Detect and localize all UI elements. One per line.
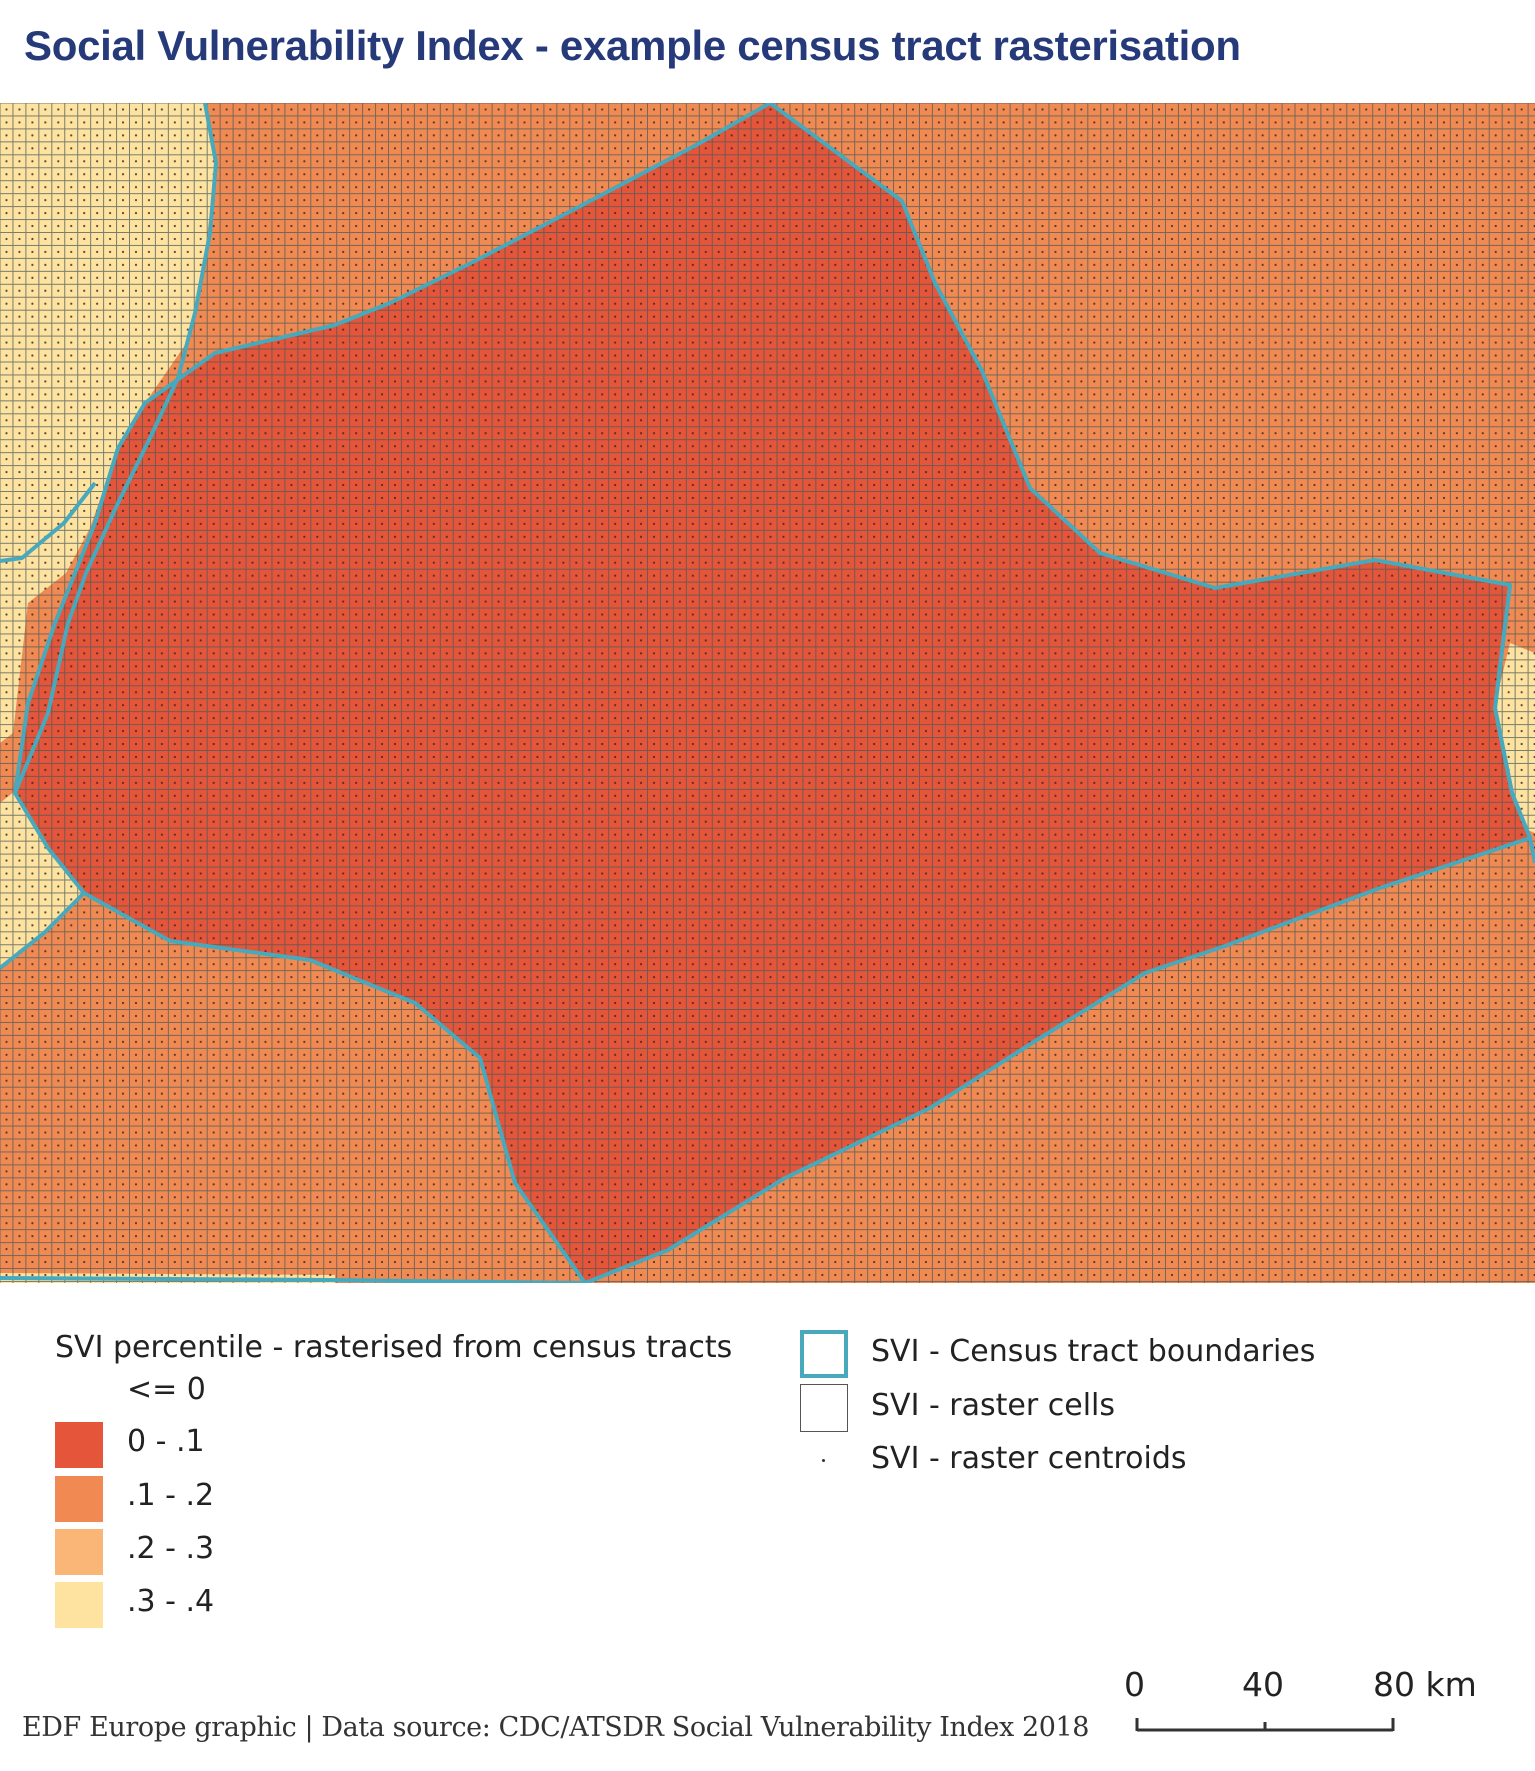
raster-cells-grid <box>0 103 1535 1283</box>
neighbour-tract-boundary-northwest <box>13 103 218 794</box>
scale-label-0: 0 <box>1124 1665 1145 1704</box>
legend-swatch <box>55 1422 103 1468</box>
legend-label: .1 - .2 <box>127 1478 215 1513</box>
legend-swatch <box>55 1529 103 1575</box>
scale-label-80: 80 km <box>1373 1665 1477 1704</box>
legend-label: SVI - raster centroids <box>871 1441 1187 1476</box>
neighbour-tract-boundary-west <box>0 481 97 563</box>
legend-label: .2 - .3 <box>127 1531 215 1566</box>
legend-swatch <box>55 1476 103 1522</box>
scale-bar: 0 40 80 km <box>1110 1665 1530 1755</box>
neighbour-tract-boundary-southwest <box>0 891 86 970</box>
legend-label: SVI - Census tract boundaries <box>871 1334 1316 1369</box>
legend-entry-le-0: <= 0 <box>127 1372 206 1407</box>
legend-label: 0 - .1 <box>127 1424 205 1459</box>
legend-label: SVI - raster cells <box>871 1388 1115 1423</box>
legend-label: .3 - .4 <box>127 1584 215 1619</box>
legend-swatch <box>55 1582 103 1628</box>
neighbour-tract-boundary-south <box>0 1276 586 1283</box>
neighbour-tract-boundary-east <box>1493 584 1535 864</box>
cell-outline-icon <box>800 1384 848 1432</box>
scale-label-40: 40 <box>1242 1665 1284 1704</box>
credit-footer: EDF Europe graphic | Data source: CDC/AT… <box>22 1712 1090 1743</box>
map-title: Social Vulnerability Index - example cen… <box>24 22 1241 69</box>
boundary-outline-icon <box>800 1330 848 1378</box>
legend-title: SVI percentile - rasterised from census … <box>55 1330 733 1365</box>
scale-bar-line <box>1135 1718 1395 1732</box>
svi-raster-map[interactable] <box>0 103 1535 1283</box>
centroid-dot-icon <box>800 1437 848 1485</box>
